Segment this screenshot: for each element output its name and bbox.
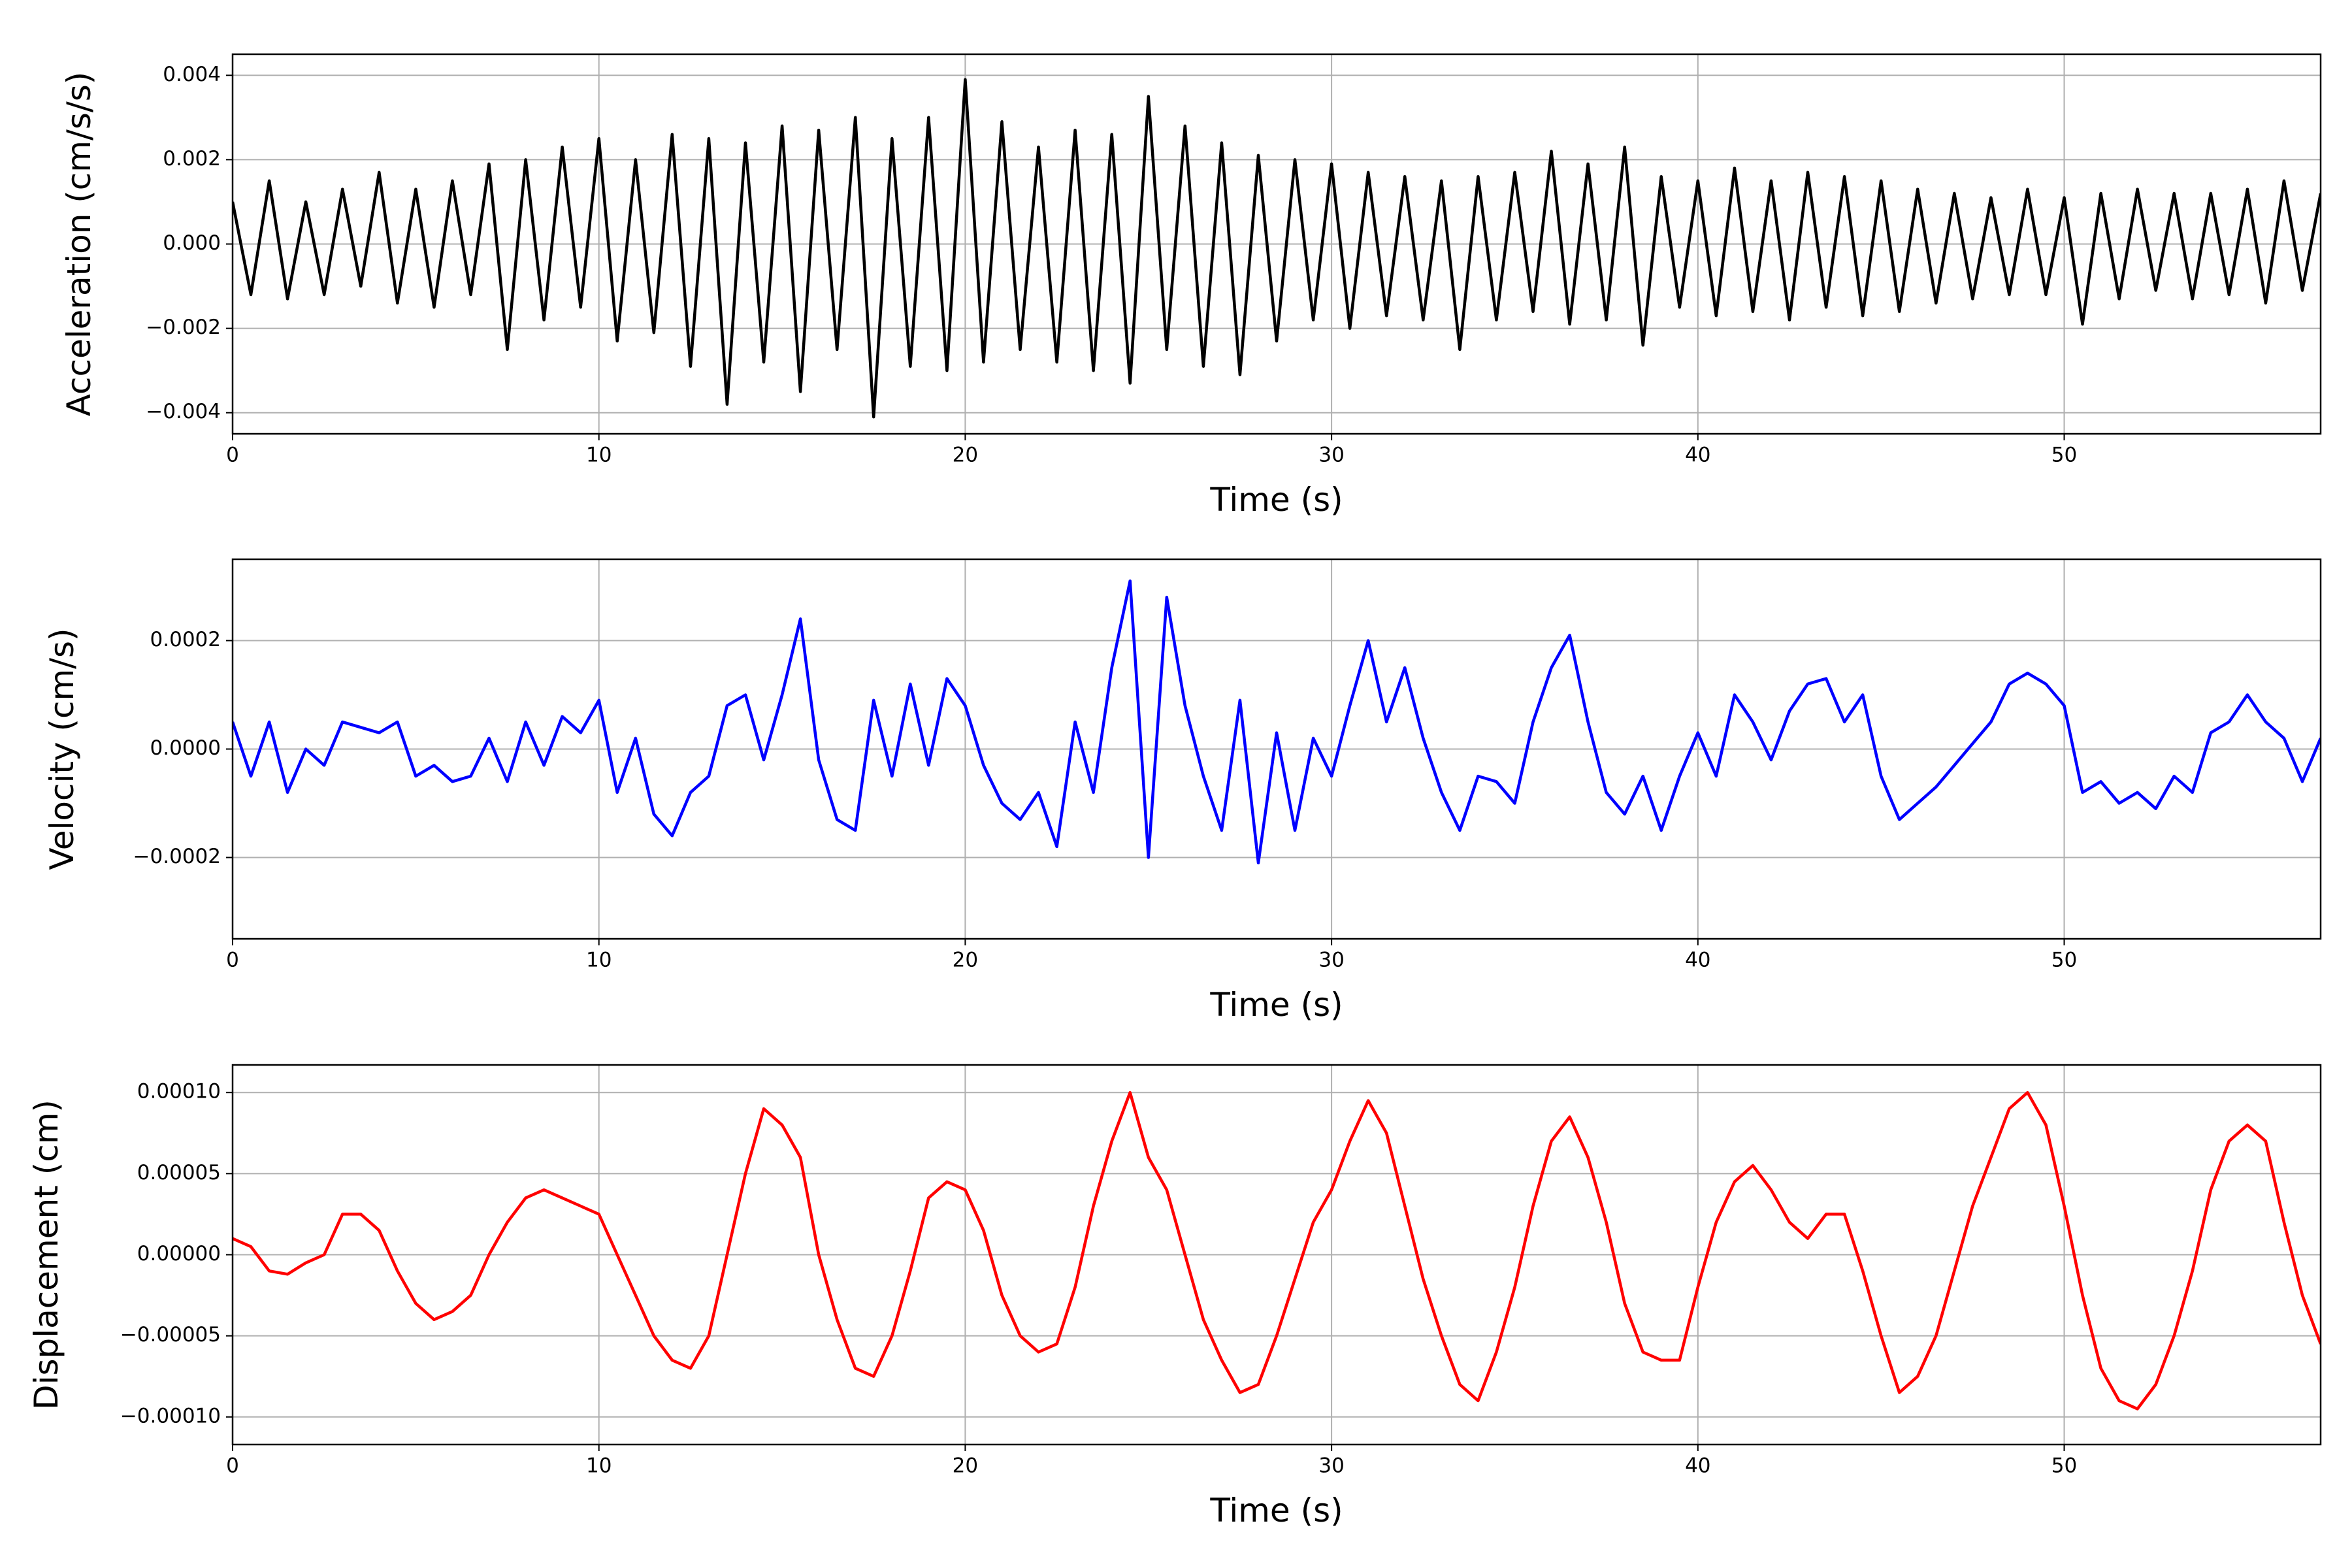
x-axis-label: Time (s) [1209,1492,1343,1529]
x-tick-label: 50 [2051,444,2077,467]
x-tick-label: 50 [2051,949,2077,972]
x-tick-label: 40 [1685,444,1710,467]
x-tick-label: 10 [586,444,612,467]
x-tick-label: 0 [226,949,239,972]
x-tick-label: 30 [1318,444,1344,467]
y-axis-label: Acceleration (cm/s/s) [60,72,98,417]
y-tick-label: −0.00005 [120,1323,221,1347]
x-tick-label: 0 [226,444,239,467]
y-tick-label: −0.0002 [133,845,221,868]
data-line [233,579,2321,865]
axes-frame [231,53,2322,435]
y-tick-label: −0.002 [146,316,221,339]
x-tick-label: 20 [953,949,978,972]
x-tick-label: 40 [1685,949,1710,972]
subplot: 0 10 20 30 40 50 −0.004 −0.002 0.000 0.002 0.004 Ti… [60,53,2322,519]
x-tick-label: 30 [1318,1454,1344,1478]
data-line [233,1090,2321,1411]
y-tick-label: −0.00010 [120,1404,221,1428]
y-axis-label: Displacement (cm) [27,1100,65,1410]
y-tick-label: 0.00005 [137,1161,221,1184]
y-tick-label: 0.0002 [150,628,221,651]
x-axis-label: Time (s) [1209,986,1343,1024]
x-axis-label: Time (s) [1209,481,1343,519]
data-line [233,78,2321,419]
x-tick-label: 20 [953,444,978,467]
y-axis-label: Velocity (cm/s) [43,628,81,870]
x-tick-label: 0 [226,1454,239,1478]
x-tick-label: 30 [1318,949,1344,972]
y-tick-label: 0.002 [163,147,221,171]
y-tick-label: 0.004 [163,63,221,86]
axes-frame [231,1064,2322,1446]
subplot: 0 10 20 30 40 50 −0.0002 0.0000 0.0002 Time (s) Ve… [43,558,2322,1024]
subplot: 0 10 20 30 40 50 −0.00010 −0.00005 0.00000 0.0000… [27,1064,2322,1529]
x-tick-label: 40 [1685,1454,1710,1478]
x-tick-label: 10 [586,949,612,972]
y-tick-label: 0.000 [163,231,221,255]
x-tick-label: 20 [953,1454,978,1478]
y-tick-label: 0.00010 [137,1080,221,1103]
axes-frame [231,558,2322,940]
y-tick-label: −0.004 [146,400,221,423]
x-tick-label: 10 [586,1454,612,1478]
y-tick-label: 0.00000 [137,1242,221,1266]
x-tick-label: 50 [2051,1454,2077,1478]
y-tick-label: 0.0000 [150,736,221,760]
